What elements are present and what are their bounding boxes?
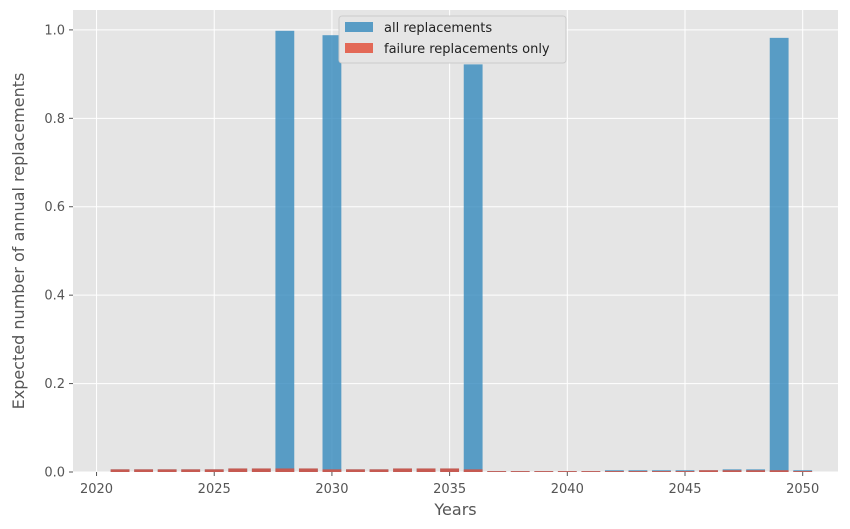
bar-failure-replacements-2030 — [322, 469, 342, 472]
bar-failure-replacements-2039 — [534, 471, 554, 472]
y-tick-label: 0.4 — [44, 289, 65, 304]
x-tick-label: 2045 — [668, 482, 701, 497]
bar-failure-replacements-2029 — [298, 468, 318, 472]
bar-failure-replacements-2049 — [769, 470, 789, 472]
legend-swatch-failure-replacements — [345, 43, 373, 53]
bar-all-replacements-2049 — [769, 37, 789, 472]
bar-failure-replacements-2048 — [746, 470, 766, 472]
y-tick-label: 1.0 — [44, 23, 65, 38]
bar-all-replacements-2028 — [275, 30, 295, 472]
y-axis-ticks: 0.0 0.2 0.4 0.6 0.8 1.0 — [44, 23, 73, 481]
bar-failure-replacements-2040 — [557, 471, 577, 472]
legend-label-failure-replacements: failure replacements only — [384, 42, 550, 57]
plot-area — [73, 10, 838, 472]
bar-failure-replacements-2041 — [581, 471, 601, 472]
bar-failure-replacements-2025 — [204, 469, 224, 472]
y-axis-label: Expected number of annual replacements — [9, 73, 28, 410]
x-tick-label: 2020 — [80, 482, 113, 497]
bar-failure-replacements-2027 — [251, 468, 271, 472]
bar-failure-replacements-2034 — [416, 468, 436, 472]
legend-swatch-all-replacements — [345, 22, 373, 32]
legend: all replacements failure replacements on… — [338, 15, 567, 64]
bar-failure-replacements-2050 — [793, 471, 813, 472]
bar-failure-replacements-2036 — [463, 469, 483, 472]
legend-box — [338, 15, 567, 64]
bar-failure-replacements-2038 — [510, 471, 530, 472]
bar-failure-replacements-2021 — [110, 469, 130, 472]
legend-label-all-replacements: all replacements — [384, 21, 492, 36]
bar-failure-replacements-2042 — [604, 471, 624, 472]
bar-failure-replacements-2047 — [722, 470, 742, 472]
bar-failure-replacements-2037 — [487, 471, 507, 472]
x-tick-label: 2040 — [551, 482, 584, 497]
bar-failure-replacements-2035 — [440, 468, 460, 472]
bar-failure-replacements-2032 — [369, 469, 389, 472]
x-axis-ticks: 2020 2025 2030 2035 2040 2045 2050 — [80, 472, 819, 497]
x-axis-label: Years — [433, 500, 476, 519]
y-tick-label: 0.2 — [44, 377, 65, 392]
x-tick-label: 2035 — [433, 482, 466, 497]
bar-failure-replacements-2023 — [157, 469, 177, 472]
bar-failure-replacements-2043 — [628, 471, 648, 472]
bar-all-replacements-2030 — [322, 35, 342, 472]
y-tick-label: 0.0 — [44, 466, 65, 481]
bar-failure-replacements-2046 — [699, 470, 718, 472]
bar-failure-replacements-2033 — [393, 468, 412, 472]
bar-all-replacements-2036 — [463, 64, 483, 473]
x-tick-label: 2030 — [315, 482, 348, 497]
y-tick-label: 0.8 — [44, 112, 65, 127]
bar-failure-replacements-2044 — [652, 471, 671, 472]
bar-failure-replacements-2022 — [134, 469, 154, 472]
x-tick-label: 2050 — [786, 482, 819, 497]
bar-failure-replacements-2028 — [275, 468, 295, 472]
y-tick-label: 0.6 — [44, 200, 65, 215]
bar-failure-replacements-2024 — [181, 469, 201, 472]
bar-failure-replacements-2026 — [228, 468, 248, 472]
bar-failure-replacements-2045 — [675, 471, 695, 472]
bar-failure-replacements-2031 — [346, 469, 365, 472]
x-tick-label: 2025 — [198, 482, 231, 497]
bars — [110, 30, 813, 473]
